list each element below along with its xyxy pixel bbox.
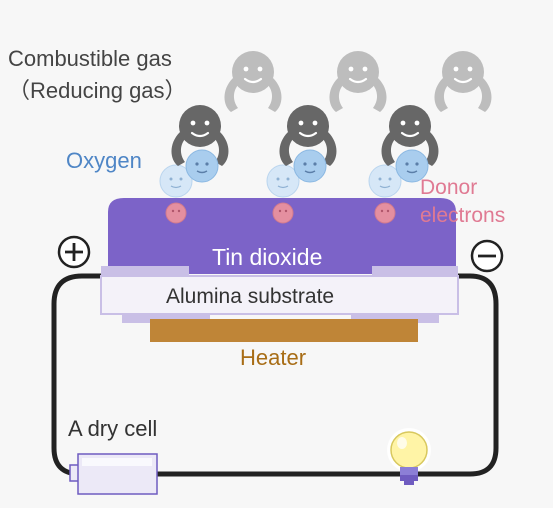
donor-electron: [165, 202, 187, 224]
oxygen-label: Oxygen: [66, 148, 142, 173]
plus-terminal-icon: [57, 235, 91, 269]
light-bulb-icon: [387, 428, 431, 485]
oxygen-ion: [185, 149, 219, 183]
faded-gas-molecule: [328, 49, 388, 114]
electrons-label: electrons: [420, 204, 506, 227]
alumina-substrate-label: Alumina substrate: [166, 285, 335, 308]
combustible-gas-label: Combustible gas: [8, 46, 172, 71]
battery-icon: [69, 453, 158, 495]
faded-gas-molecule: [223, 49, 283, 114]
donor-electron: [272, 202, 294, 224]
reducing-gas-label: （Reducing gas）: [8, 78, 187, 103]
heater-element: [150, 319, 418, 342]
alumina-substrate: [100, 275, 459, 315]
minus-terminal-icon: [470, 239, 504, 273]
oxygen-ion: [293, 149, 327, 183]
tin-dioxide-layer: [108, 198, 456, 274]
right-electrode-lower: [351, 313, 439, 323]
left-electrode-lower: [122, 313, 210, 323]
dry-cell-label: A dry cell: [68, 416, 158, 441]
heater-label: Heater: [240, 345, 307, 370]
faded-gas-molecule: [433, 49, 493, 114]
tin-dioxide-label: Tin dioxide: [212, 244, 323, 270]
donor-label: Donor: [420, 176, 478, 199]
donor-electron: [374, 202, 396, 224]
circuit-wire: [51, 273, 499, 477]
